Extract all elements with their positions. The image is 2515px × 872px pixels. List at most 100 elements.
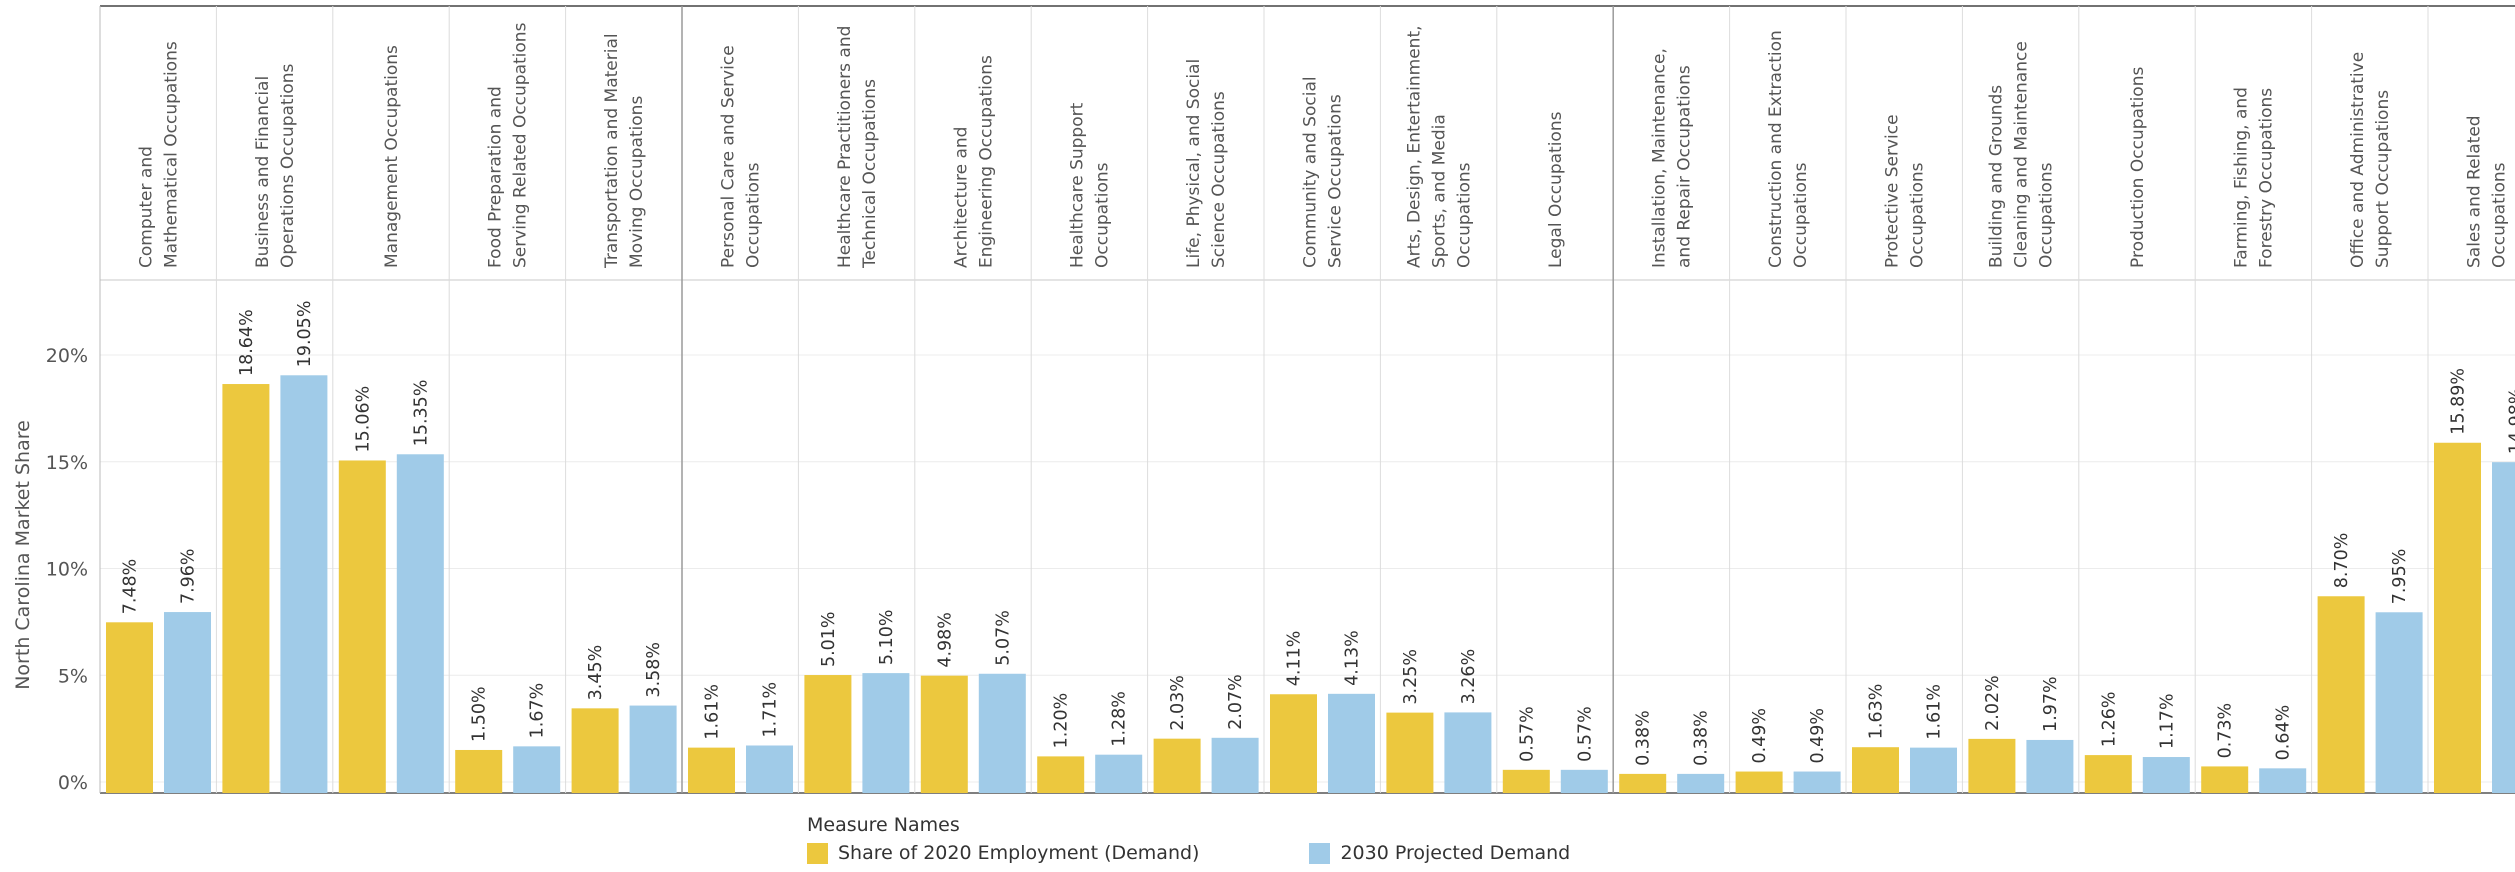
bar-2030-projected[interactable] bbox=[2375, 612, 2423, 793]
data-label: 7.95% bbox=[2390, 549, 2410, 605]
category-header: Sales and Related Occupations bbox=[2465, 115, 2510, 268]
category-header: Production Occupations bbox=[2128, 67, 2148, 268]
bar-2020-employment[interactable] bbox=[1735, 771, 1783, 793]
data-label: 0.38% bbox=[1692, 710, 1712, 766]
data-label: 2.07% bbox=[1226, 674, 1246, 730]
data-label: 4.98% bbox=[935, 612, 955, 668]
bar-2020-employment[interactable] bbox=[1386, 712, 1434, 793]
data-label: 1.26% bbox=[2099, 692, 2119, 748]
bar-2030-projected[interactable] bbox=[164, 612, 211, 793]
category-header: Life, Physical, and Social Science Occupa… bbox=[1184, 59, 1229, 268]
category-header: Management Occupations bbox=[382, 45, 402, 268]
bar-2020-employment[interactable] bbox=[1502, 769, 1550, 793]
data-label: 0.49% bbox=[1808, 708, 1828, 764]
data-label: 8.70% bbox=[2332, 533, 2352, 589]
data-label: 5.01% bbox=[819, 611, 839, 667]
legend-label-2020: Share of 2020 Employment (Demand) bbox=[838, 842, 1200, 864]
data-label: 1.17% bbox=[2157, 693, 2177, 749]
data-label: 2.03% bbox=[1168, 675, 1188, 731]
data-label: 3.26% bbox=[1459, 649, 1479, 705]
bar-2030-projected[interactable] bbox=[2026, 739, 2074, 793]
y-tick-label: 0% bbox=[58, 772, 88, 794]
bar-2020-employment[interactable] bbox=[2201, 766, 2249, 793]
bar-2030-projected[interactable] bbox=[396, 454, 444, 793]
legend-label-2030: 2030 Projected Demand bbox=[1340, 842, 1571, 864]
bar-2030-projected[interactable] bbox=[2142, 757, 2190, 793]
category-header: Computer and Mathematical Occupations bbox=[137, 41, 182, 268]
y-axis-title: North Carolina Market Share bbox=[12, 420, 34, 690]
category-header: Building and Grounds Cleaning and Mainten… bbox=[1986, 41, 2056, 268]
data-label: 1.20% bbox=[1052, 693, 1072, 749]
bar-2020-employment[interactable] bbox=[1153, 738, 1201, 793]
bar-2030-projected[interactable] bbox=[2259, 768, 2307, 793]
data-label: 1.50% bbox=[470, 686, 490, 742]
data-label: 1.61% bbox=[1925, 684, 1945, 740]
bar-2030-projected[interactable] bbox=[746, 745, 793, 793]
y-axis-ticks: 0% 5% 10% 15% 20% bbox=[46, 345, 88, 794]
bar-2020-employment[interactable] bbox=[1037, 756, 1085, 793]
y-tick-label: 10% bbox=[46, 559, 88, 581]
bar-2020-employment[interactable] bbox=[2434, 442, 2481, 793]
bar-2020-employment[interactable] bbox=[222, 384, 270, 793]
bar-2020-employment[interactable] bbox=[1619, 773, 1667, 793]
category-header: Healthcare Support Occupations bbox=[1068, 102, 1113, 268]
bar-2020-employment[interactable] bbox=[2317, 596, 2365, 793]
bar-2020-employment[interactable] bbox=[1852, 747, 1899, 793]
bar-2030-projected[interactable] bbox=[1095, 754, 1143, 793]
legend-swatch-2020 bbox=[807, 842, 828, 864]
data-label: 19.05% bbox=[295, 301, 315, 368]
bar-2020-employment[interactable] bbox=[688, 747, 735, 793]
data-label: 5.10% bbox=[877, 610, 897, 666]
category-header: Protective Service Occupations bbox=[1883, 114, 1928, 268]
bar-2030-projected[interactable] bbox=[280, 375, 328, 793]
bar-2020-employment[interactable] bbox=[1968, 738, 2016, 793]
legend-item-2020[interactable]: Share of 2020 Employment (Demand) bbox=[807, 842, 1199, 864]
data-label: 4.11% bbox=[1285, 631, 1305, 687]
category-header: Architecture and Engineering Occupations bbox=[951, 55, 996, 268]
bar-2030-projected[interactable] bbox=[1444, 712, 1492, 793]
data-label: 15.06% bbox=[353, 386, 373, 453]
data-label: 15.35% bbox=[411, 380, 431, 447]
legend-item-2030[interactable]: 2030 Projected Demand bbox=[1309, 842, 1570, 864]
bar-2030-projected[interactable] bbox=[1211, 737, 1259, 793]
bar-2020-employment[interactable] bbox=[804, 675, 852, 793]
bar-2030-projected[interactable] bbox=[513, 746, 561, 793]
bar-2030-projected[interactable] bbox=[1793, 771, 1841, 793]
data-label: 0.73% bbox=[2216, 703, 2236, 759]
data-label: 1.97% bbox=[2041, 676, 2061, 732]
category-header: Community and Social Service Occupations bbox=[1301, 76, 1346, 268]
data-label: 15.89% bbox=[2449, 368, 2469, 435]
bar-2030-projected[interactable] bbox=[978, 673, 1026, 793]
bar-chart: Computer and Mathematical Occupations Busi… bbox=[12, 5, 2515, 794]
category-header: Office and Administrative Support Occupat… bbox=[2348, 52, 2393, 268]
bar-2030-projected[interactable] bbox=[862, 673, 910, 793]
data-label: 7.48% bbox=[121, 559, 141, 615]
bar-2030-projected[interactable] bbox=[629, 705, 677, 793]
category-header: Construction and Extraction Occupations bbox=[1766, 30, 1811, 268]
bars bbox=[106, 375, 2515, 793]
category-header: Legal Occupations bbox=[1546, 111, 1566, 268]
y-tick-label: 20% bbox=[46, 345, 88, 367]
bar-2030-projected[interactable] bbox=[1560, 769, 1608, 793]
data-label: 3.25% bbox=[1401, 649, 1421, 705]
data-label: 1.71% bbox=[761, 682, 781, 738]
bar-2020-employment[interactable] bbox=[2084, 755, 2132, 793]
data-label: 18.64% bbox=[237, 309, 257, 376]
bar-2020-employment[interactable] bbox=[571, 708, 619, 793]
bar-2030-projected[interactable] bbox=[1677, 773, 1725, 793]
data-label: 0.49% bbox=[1750, 708, 1770, 764]
bar-2020-employment[interactable] bbox=[338, 460, 386, 793]
legend-swatch-2030 bbox=[1309, 842, 1331, 864]
bar-2030-projected[interactable] bbox=[1328, 693, 1375, 793]
legend-title: Measure Names bbox=[807, 814, 960, 836]
bar-2030-projected[interactable] bbox=[2492, 462, 2515, 793]
data-labels: 7.48% 7.96% 18.64% 19.05% 15.06% 15.35% 1.50% 1… bbox=[121, 301, 2515, 766]
bar-2020-employment[interactable] bbox=[920, 675, 968, 793]
bar-2020-employment[interactable] bbox=[455, 749, 503, 793]
data-label: 14.98% bbox=[2507, 387, 2515, 454]
bar-2020-employment[interactable] bbox=[1270, 694, 1317, 793]
bar-2030-projected[interactable] bbox=[1910, 747, 1957, 793]
bar-2020-employment[interactable] bbox=[106, 622, 153, 793]
category-header: Personal Care and Service Occupations bbox=[719, 45, 764, 268]
data-label: 1.61% bbox=[703, 684, 723, 740]
